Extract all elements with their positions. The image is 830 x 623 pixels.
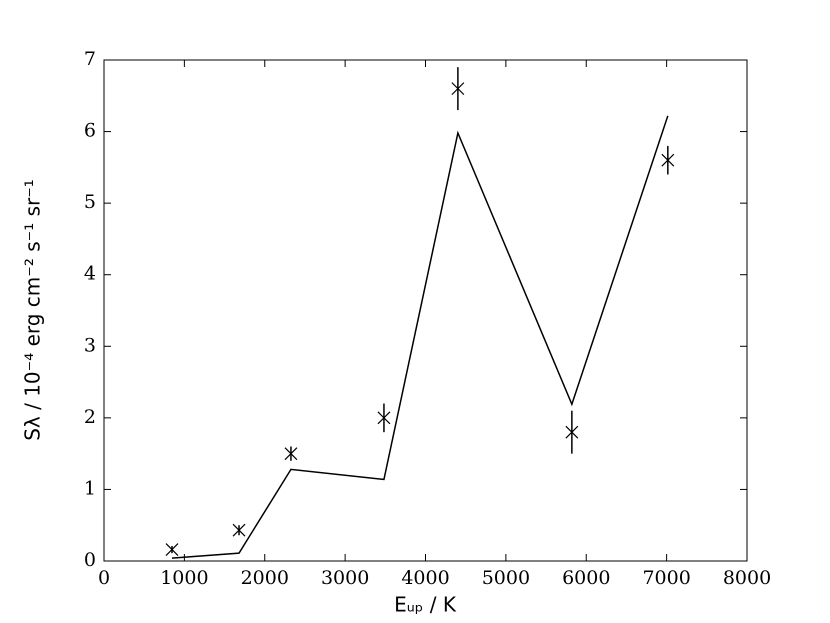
y-tick-label: 4 — [84, 263, 96, 285]
x-tick-label: 3000 — [321, 567, 369, 589]
data-point — [284, 447, 298, 461]
data-point — [232, 523, 246, 537]
x-axis-label: Eᵤₚ / K — [394, 593, 457, 617]
data-point — [165, 543, 179, 556]
y-tick-label: 7 — [84, 48, 96, 70]
y-axis-label: Sλ / 10⁻⁴ erg cm⁻² s⁻¹ sr⁻¹ — [21, 179, 45, 441]
plot-frame — [103, 59, 748, 562]
y-tick-label: 3 — [84, 334, 96, 356]
data-point — [451, 82, 465, 96]
data-point — [377, 411, 391, 425]
model-line — [171, 115, 669, 559]
x-tick-label: 1000 — [160, 567, 208, 589]
y-tick-label: 5 — [84, 191, 96, 213]
x-tick-label: 4000 — [401, 567, 449, 589]
x-tick-label: 7000 — [642, 567, 690, 589]
data-point — [565, 425, 579, 439]
y-tick-label: 2 — [84, 406, 96, 428]
x-tick-label: 6000 — [562, 567, 610, 589]
y-tick-label: 1 — [84, 477, 96, 499]
y-tick-label: 0 — [84, 549, 96, 571]
x-tick-label: 2000 — [241, 567, 289, 589]
x-tick-label: 0 — [98, 567, 110, 589]
y-tick-label: 6 — [84, 120, 96, 142]
x-tick-label: 8000 — [723, 567, 771, 589]
x-tick-label: 5000 — [482, 567, 530, 589]
data-point — [661, 153, 675, 167]
